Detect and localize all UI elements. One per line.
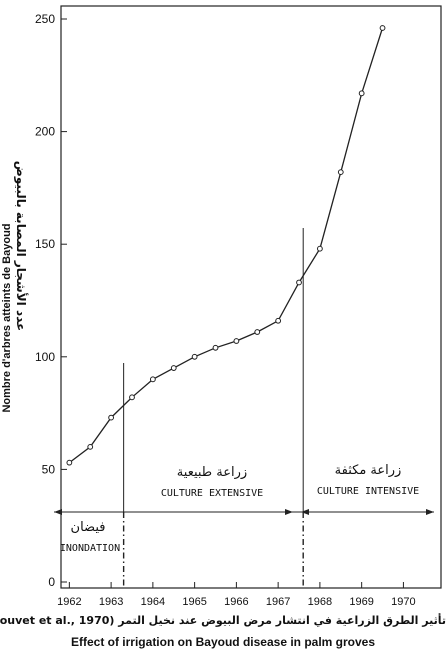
x-tick-label: 1964	[141, 596, 165, 608]
data-point	[149, 376, 156, 383]
y-tick-label: 250	[35, 12, 55, 26]
period-2-label-ar: زراعة طبيعية	[177, 465, 247, 480]
data-point	[170, 365, 177, 371]
data-point	[254, 329, 261, 335]
x-tick-label: 1970	[391, 596, 415, 608]
data-point	[108, 414, 115, 421]
plot-frame	[60, 5, 442, 589]
period-3-label-ar: زراعة مكثفة	[335, 463, 402, 478]
x-tick-label: 1966	[224, 596, 248, 608]
data-point	[87, 443, 94, 450]
caption-english: Effect of irrigation on Bayoud disease i…	[70, 635, 376, 649]
period-2-label-fr: CULTURE EXTENSIVE	[161, 488, 263, 499]
y-axis-ticks: 0 50 100 150 200 250	[35, 12, 67, 589]
period-1-label-ar: فيضان	[71, 520, 106, 535]
x-axis-ticks: 1962 1963 1964 1965 1966 1967 1968 1969 1970	[57, 582, 416, 608]
y-tick-label: 200	[35, 125, 55, 139]
x-tick-label: 1962	[57, 596, 81, 608]
x-tick-label: 1963	[99, 596, 123, 608]
caption-arabic: تأثير الطرق الزراعية في انتشار مرض البيو…	[0, 614, 446, 627]
data-point	[129, 394, 135, 401]
y-tick-label: 100	[35, 350, 55, 364]
data-point	[337, 169, 344, 176]
period-3-label-fr: CULTURE INTENSIVE	[317, 486, 419, 497]
data-point	[191, 353, 198, 360]
period-dividers	[122, 228, 304, 588]
x-tick-label: 1968	[308, 596, 332, 608]
period-arrow	[54, 509, 434, 515]
x-tick-label: 1969	[349, 596, 373, 608]
data-point	[233, 338, 240, 344]
period-1-label-fr: INONDATION	[60, 543, 120, 554]
series-points	[66, 25, 386, 466]
y-tick-label: 0	[48, 575, 55, 589]
x-tick-label: 1965	[182, 596, 206, 608]
data-point	[379, 25, 386, 31]
y-axis-label-french: Nombre d'arbres atteints de Bayoud	[1, 223, 13, 413]
data-point	[296, 279, 302, 286]
data-point	[358, 90, 365, 97]
data-point	[275, 317, 282, 324]
data-point	[66, 459, 73, 466]
data-point	[212, 344, 219, 351]
x-tick-label: 1967	[266, 596, 290, 608]
data-point	[317, 245, 323, 252]
y-tick-label: 150	[35, 237, 55, 251]
series-line	[69, 27, 384, 464]
y-tick-label: 50	[42, 462, 56, 476]
